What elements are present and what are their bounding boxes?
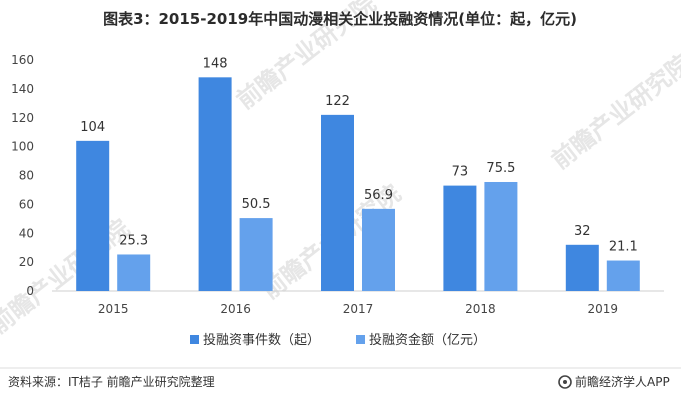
data-label: 73: [452, 165, 469, 180]
brand-logo-icon: [558, 375, 572, 389]
brand-logo: 前瞻经济学人APP: [558, 374, 670, 389]
bar-events: [443, 185, 477, 291]
y-tick-label: 140: [11, 82, 34, 96]
y-axis: 0 20 40 60 80 100 120 140 160: [11, 53, 34, 298]
x-tick-label: 2015: [98, 302, 129, 316]
x-axis: 2015 2016 2017 2018 2019: [98, 302, 618, 316]
y-tick-label: 40: [19, 226, 34, 240]
bar-events: [321, 114, 354, 291]
legend-swatch-amount: [356, 335, 365, 344]
data-label: 104: [80, 120, 105, 135]
y-tick-label: 20: [19, 255, 34, 269]
bar-events: [565, 244, 599, 291]
bar-amount: [606, 260, 640, 291]
y-tick-label: 80: [19, 169, 34, 183]
legend: 投融资事件数（起） 投融资金额（亿元）: [190, 332, 486, 348]
x-tick-label: 2019: [588, 302, 619, 316]
x-tick-label: 2018: [465, 302, 496, 316]
y-tick-label: 100: [11, 140, 34, 154]
data-label: 148: [203, 56, 228, 71]
y-tick-label: 0: [26, 284, 34, 298]
source-note: 资料来源：IT桔子 前瞻产业研究院整理: [8, 374, 215, 389]
brand-name: 前瞻经济学人APP: [575, 374, 670, 389]
data-label: 21.1: [609, 240, 638, 255]
brand-logo-icon-dot: [563, 380, 567, 384]
y-tick-label: 60: [19, 197, 34, 211]
data-label: 56.9: [364, 188, 393, 203]
data-label: 75.5: [486, 161, 515, 176]
legend-swatch-events: [190, 335, 199, 344]
x-tick-label: 2017: [343, 302, 374, 316]
legend-label-amount: 投融资金额（亿元）: [369, 332, 486, 348]
y-tick-label: 160: [11, 53, 34, 67]
chart-title: 图表3：2015-2019年中国动漫相关企业投融资情况(单位：起，亿元): [103, 10, 577, 28]
bar-amount: [117, 254, 151, 291]
y-tick-label: 120: [11, 111, 34, 125]
bar-events: [198, 77, 232, 291]
data-label: 32: [574, 224, 591, 239]
bar-amount: [239, 218, 273, 291]
bar-amount: [484, 181, 518, 291]
data-label: 50.5: [242, 197, 271, 212]
x-tick-label: 2016: [220, 302, 251, 316]
data-label: 122: [325, 94, 350, 109]
watermark-text: 前瞻产业研究院: [546, 49, 681, 174]
legend-label-events: 投融资事件数（起）: [203, 332, 320, 348]
data-label: 25.3: [119, 233, 148, 248]
bar-events: [76, 140, 110, 291]
bar-group: 104 25.3 148 50.5 122 56.9 73 75.5 32 21.1: [76, 56, 640, 291]
bar-amount: [362, 208, 395, 291]
